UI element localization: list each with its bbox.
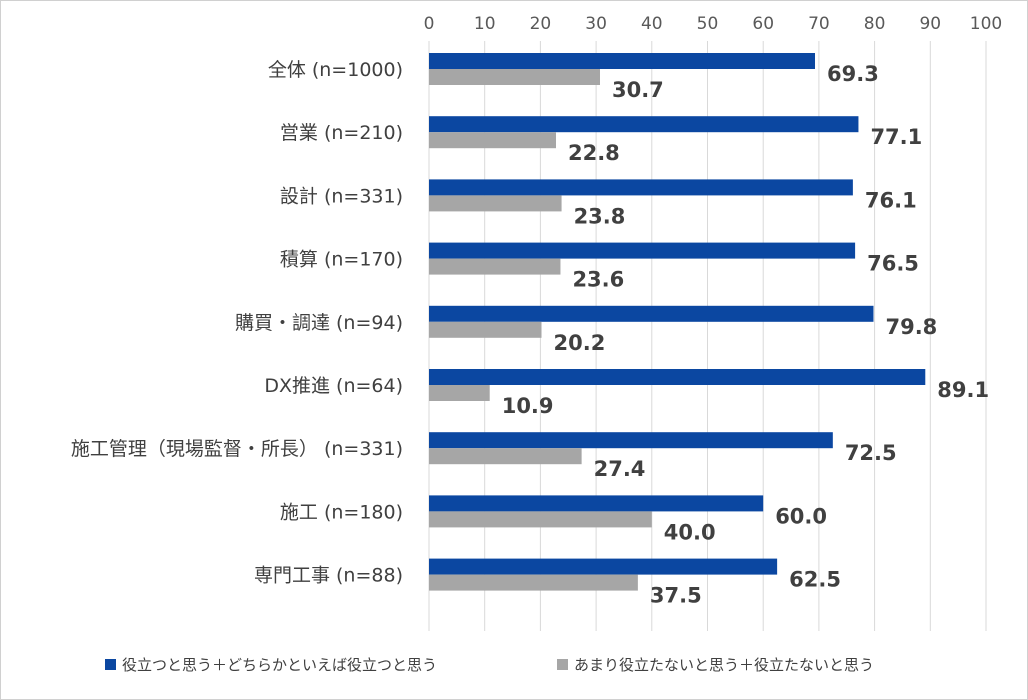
bar-not-useful xyxy=(429,511,652,528)
category-label: 設計 (n=331) xyxy=(280,185,403,207)
bar-useful xyxy=(429,432,833,449)
x-tick-label: 100 xyxy=(970,14,1002,34)
data-label: 20.2 xyxy=(554,331,606,355)
x-tick-label: 10 xyxy=(474,14,496,34)
data-label: 72.5 xyxy=(845,441,897,465)
x-tick-label: 30 xyxy=(585,14,607,34)
bar-not-useful xyxy=(429,574,638,591)
bar-useful xyxy=(429,242,856,259)
bar-useful xyxy=(429,53,816,69)
legend-swatch xyxy=(105,659,116,670)
category-label: 施工管理（現場監督・所長） (n=331) xyxy=(71,438,403,460)
x-tick-label: 80 xyxy=(864,14,886,34)
data-label: 23.6 xyxy=(572,268,624,292)
data-label: 27.4 xyxy=(594,457,646,481)
bar-useful xyxy=(429,305,874,322)
bar-useful xyxy=(429,179,853,196)
legend-swatch xyxy=(557,659,568,670)
bar-not-useful xyxy=(429,69,600,85)
category-label: 営業 (n=210) xyxy=(280,122,403,144)
data-label: 10.9 xyxy=(502,394,554,418)
legend-label: 役立つと思う＋どちらかといえば役立つと思う xyxy=(122,656,437,674)
category-label: 専門工事 (n=88) xyxy=(254,565,403,587)
data-label: 76.1 xyxy=(865,188,917,212)
category-label: 購買・調達 (n=94) xyxy=(235,312,403,334)
x-tick-label: 20 xyxy=(530,14,552,34)
data-label: 22.8 xyxy=(568,141,620,165)
x-tick-label: 0 xyxy=(424,14,435,34)
data-label: 77.1 xyxy=(870,125,922,149)
data-label: 76.5 xyxy=(867,252,919,276)
x-tick-label: 50 xyxy=(697,14,719,34)
data-label: 30.7 xyxy=(612,78,664,102)
bar-useful xyxy=(429,495,764,512)
category-label: 全体 (n=1000) xyxy=(268,59,403,81)
bar-not-useful xyxy=(429,258,561,275)
data-label: 60.0 xyxy=(775,504,827,528)
bar-useful xyxy=(429,116,859,133)
data-label: 89.1 xyxy=(937,378,989,402)
category-label: DX推進 (n=64) xyxy=(264,375,403,397)
data-label: 23.8 xyxy=(574,204,626,228)
category-label: 積算 (n=170) xyxy=(280,249,403,271)
legend-label: あまり役立たないと思う＋役立たないと思う xyxy=(574,656,874,674)
bar-not-useful xyxy=(429,132,556,149)
x-tick-label: 70 xyxy=(808,14,830,34)
data-label: 69.3 xyxy=(827,62,879,86)
bar-useful xyxy=(429,558,778,575)
category-label: 施工 (n=180) xyxy=(280,501,403,523)
bar-useful xyxy=(429,369,926,385)
data-label: 62.5 xyxy=(789,568,841,592)
data-label: 79.8 xyxy=(885,315,937,339)
x-tick-label: 40 xyxy=(641,14,663,34)
bar-not-useful xyxy=(429,195,562,212)
bar-not-useful xyxy=(429,385,490,401)
x-tick-label: 90 xyxy=(919,14,941,34)
x-tick-label: 60 xyxy=(752,14,774,34)
bar-not-useful xyxy=(429,321,542,338)
data-label: 37.5 xyxy=(650,584,702,608)
bar-not-useful xyxy=(429,448,582,465)
data-label: 40.0 xyxy=(664,520,716,544)
